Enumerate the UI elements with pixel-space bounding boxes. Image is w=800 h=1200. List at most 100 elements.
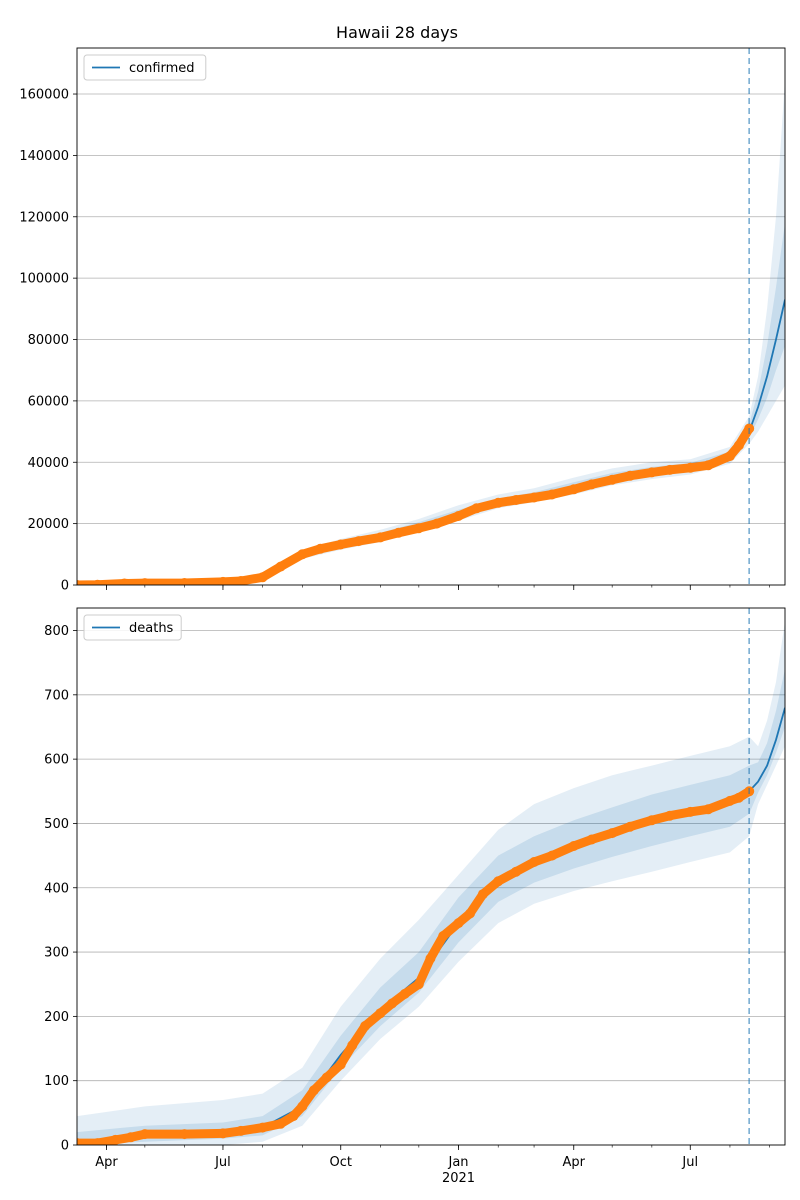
observed-point [477, 889, 488, 900]
observed-point [685, 806, 696, 817]
observed-point [646, 467, 657, 478]
x-tick-label: Jul [214, 1155, 231, 1170]
observed-point [375, 1008, 386, 1019]
observed-point [413, 523, 424, 534]
observed-point [724, 451, 735, 462]
y-tick-label: 40000 [28, 456, 69, 471]
observed-point [92, 579, 103, 585]
observed-point [297, 1101, 308, 1112]
observed-point [547, 850, 557, 861]
observed-point [511, 495, 522, 505]
y-tick-label: 0 [61, 579, 69, 594]
observed-point [625, 470, 636, 481]
observed-point [288, 1111, 299, 1122]
observed-point [399, 988, 410, 999]
legend-label: deaths [129, 621, 174, 636]
observed-point [733, 792, 744, 803]
axes-frame [76, 607, 786, 1146]
observed-point [453, 918, 464, 929]
observed-point [425, 953, 436, 964]
x-tick-label: Apr [563, 1155, 586, 1170]
observed-point [275, 1118, 286, 1129]
observed-point [413, 979, 424, 990]
y-tick-label: 200 [44, 1010, 69, 1025]
x-tick-sublabel: 2021 [442, 1171, 475, 1186]
observed-point [139, 1129, 150, 1140]
observed-point [586, 479, 597, 490]
observed-point [724, 795, 735, 806]
legend-label: confirmed [129, 61, 195, 76]
observed-point [547, 489, 557, 500]
observed-point [431, 518, 442, 529]
y-tick-label: 0 [61, 1139, 69, 1154]
observed-point [257, 572, 268, 583]
observed-point [335, 1059, 346, 1070]
observed-point [586, 834, 597, 845]
observed-point [511, 866, 522, 877]
confirmed-panel: 0 20000 40000 60000 80000 100000 120000 140000 1… [19, 47, 786, 594]
y-tick-label: 100 [44, 1074, 69, 1089]
observed-point [664, 810, 675, 821]
y-tick-label: 700 [44, 688, 69, 703]
deaths-panel: 0 100 200 300 400 500 600 700 800 Apr Jul Oct Jan202… [44, 607, 786, 1186]
observed-point [375, 532, 386, 543]
observed-point [360, 1021, 371, 1031]
observed-point [568, 484, 579, 495]
y-tick-label: 80000 [28, 333, 69, 348]
y-tick-label: 20000 [28, 517, 69, 532]
axes-frame [76, 47, 786, 586]
observed-point [703, 460, 714, 471]
observed-point [625, 821, 636, 832]
observed-point [308, 1085, 319, 1096]
y-tick-label: 120000 [19, 210, 69, 225]
observed-point [77, 1138, 82, 1145]
observed-point [110, 1134, 121, 1145]
uncertainty-band [77, 620, 785, 1145]
plot-area [77, 78, 785, 585]
observed-point [321, 1072, 332, 1083]
observed-point [493, 876, 504, 887]
observed-point [257, 1122, 268, 1133]
observed-point [218, 576, 228, 585]
observed-point [529, 857, 540, 867]
observed-point [119, 578, 130, 585]
y-tick-label: 300 [44, 946, 69, 961]
observed-point [353, 536, 364, 547]
legend: confirmed [83, 54, 207, 81]
observed-point [703, 804, 714, 815]
y-tick-label: 800 [44, 624, 69, 639]
y-tick-label: 100000 [19, 272, 69, 287]
plot-area [77, 620, 785, 1145]
model-line [77, 299, 785, 585]
x-tick-label: Oct [329, 1155, 351, 1170]
observed-point [235, 576, 246, 585]
observed-point [685, 462, 696, 473]
y-tick-label: 140000 [19, 149, 69, 164]
y-tick-label: 500 [44, 817, 69, 832]
observed-point [218, 1128, 228, 1139]
x-tick-label: Apr [95, 1155, 118, 1170]
observed-trace [77, 424, 754, 585]
observed-point [438, 931, 449, 941]
observed-point [393, 527, 404, 538]
observed-point [235, 1125, 246, 1136]
observed-point [179, 578, 190, 585]
chart-title: Hawaii 28 days [336, 23, 458, 42]
legend: deaths [83, 614, 182, 641]
observed-point [664, 464, 675, 475]
legend-frame [83, 54, 207, 81]
observed-point [179, 1129, 190, 1140]
observed-point [529, 492, 540, 503]
observed-point [471, 503, 482, 514]
y-tick-label: 400 [44, 881, 69, 896]
observed-point [77, 580, 82, 585]
uncertainty-band [77, 78, 785, 585]
observed-point [568, 841, 579, 851]
observed-point [92, 1138, 103, 1145]
observed-point [493, 497, 504, 508]
uncertainty-band [77, 222, 785, 585]
observed-point [125, 1132, 136, 1143]
observed-point [465, 908, 475, 919]
observed-point [315, 543, 326, 554]
